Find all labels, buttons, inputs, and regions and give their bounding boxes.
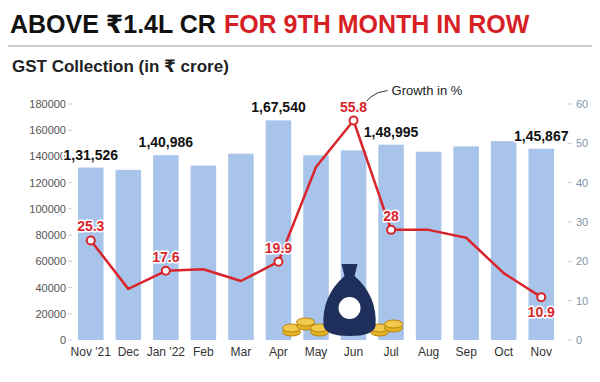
x-tick-label: Jun (344, 345, 363, 359)
annotation: Growth in % (392, 83, 463, 98)
plot-area (78, 117, 554, 340)
y2-tick-label: 0 (576, 334, 582, 346)
y2-tick (568, 300, 572, 301)
y-tick (68, 208, 72, 209)
x-tick-label: Jul (383, 345, 398, 359)
bar (191, 166, 217, 340)
y-tick (68, 287, 72, 288)
marker (537, 293, 545, 301)
y2-tick (568, 340, 572, 341)
y-tick-label: 180000 (29, 98, 66, 110)
money-bag (323, 264, 375, 336)
coin (385, 320, 403, 328)
x-tick-label: Sep (455, 345, 477, 359)
x-tick-label: Nov '21 (71, 345, 112, 359)
bar (228, 154, 254, 340)
marker (162, 267, 170, 275)
y2-tick-label: 60 (576, 98, 588, 110)
line-label: 28 (383, 208, 399, 224)
bar-label: 1,67,540 (251, 99, 306, 115)
line-label: 10.9 (528, 304, 555, 320)
line-label: 25.3 (77, 218, 104, 234)
y-tick-label: 0 (60, 334, 66, 346)
y2-tick (568, 261, 572, 262)
bar (266, 120, 292, 340)
y2-tick-label: 40 (576, 177, 588, 189)
bar-label: 1,48,995 (364, 124, 419, 140)
bar (116, 170, 142, 340)
x-tick-label: Jan '22 (147, 345, 186, 359)
y-tick-label: 60000 (35, 255, 66, 267)
bar (416, 152, 442, 340)
bar (453, 146, 479, 340)
y2-tick-label: 10 (576, 295, 588, 307)
coin (297, 318, 315, 326)
bar-label: 1,45,867 (514, 128, 569, 144)
marker (274, 258, 282, 266)
line-label: 17.6 (152, 249, 179, 265)
x-tick-label: Dec (118, 345, 139, 359)
y2-tick-label: 30 (576, 216, 588, 228)
y2-tick-label: 50 (576, 137, 588, 149)
marker (350, 117, 358, 125)
y-tick (68, 340, 72, 341)
y-tick-label: 80000 (35, 229, 66, 241)
subtitle: GST Collection (in ₹ crore) (12, 57, 229, 76)
y-tick-label: 20000 (35, 308, 66, 320)
bar (378, 145, 404, 340)
y-tick (68, 261, 72, 262)
bar (153, 155, 179, 340)
x-tick-label: Oct (494, 345, 513, 359)
y-tick (68, 130, 72, 131)
bar-label: 1,40,986 (139, 134, 194, 150)
y-tick (68, 182, 72, 183)
x-tick-label: Mar (231, 345, 252, 359)
x-tick-label: Feb (193, 345, 214, 359)
title: ABOVE ₹1.4L CR FOR 9TH MONTH IN ROW (10, 10, 530, 38)
y-tick (68, 104, 72, 105)
y-tick (68, 313, 72, 314)
marker (87, 236, 95, 244)
y2-tick (568, 143, 572, 144)
background (0, 0, 600, 382)
y-tick-label: 140000 (29, 150, 66, 162)
bag-badge (339, 297, 361, 319)
marker (387, 226, 395, 234)
x-tick-label: May (305, 345, 328, 359)
y-tick-label: 120000 (29, 177, 66, 189)
bar (491, 141, 517, 340)
y2-tick (568, 182, 572, 183)
y2-tick (568, 222, 572, 223)
icon (283, 264, 403, 336)
y-tick-label: 100000 (29, 203, 66, 215)
y-tick (68, 235, 72, 236)
x-tick-label: Nov (531, 345, 552, 359)
line-label: 55.8 (340, 99, 367, 115)
y-tick-label: 40000 (35, 282, 66, 294)
x-tick-label: Aug (418, 345, 439, 359)
title-part: ABOVE ₹1.4L CR (10, 10, 216, 38)
labels: Growth in % 1,31,526 1,40,986 1,67,540 1,48,… (64, 83, 569, 321)
y2-tick-label: 20 (576, 255, 588, 267)
x-tick-label: Apr (269, 345, 288, 359)
line (91, 121, 541, 298)
y2-tick (568, 104, 572, 105)
divider (8, 45, 592, 47)
line-label: 19.9 (265, 240, 292, 256)
y-tick-label: 160000 (29, 124, 66, 136)
bar-label: 1,31,526 (64, 147, 119, 163)
chart: ABOVE ₹1.4L CR FOR 9TH MONTH IN ROW GST Co… (0, 0, 600, 382)
title-part: FOR 9TH MONTH IN ROW (224, 10, 530, 38)
